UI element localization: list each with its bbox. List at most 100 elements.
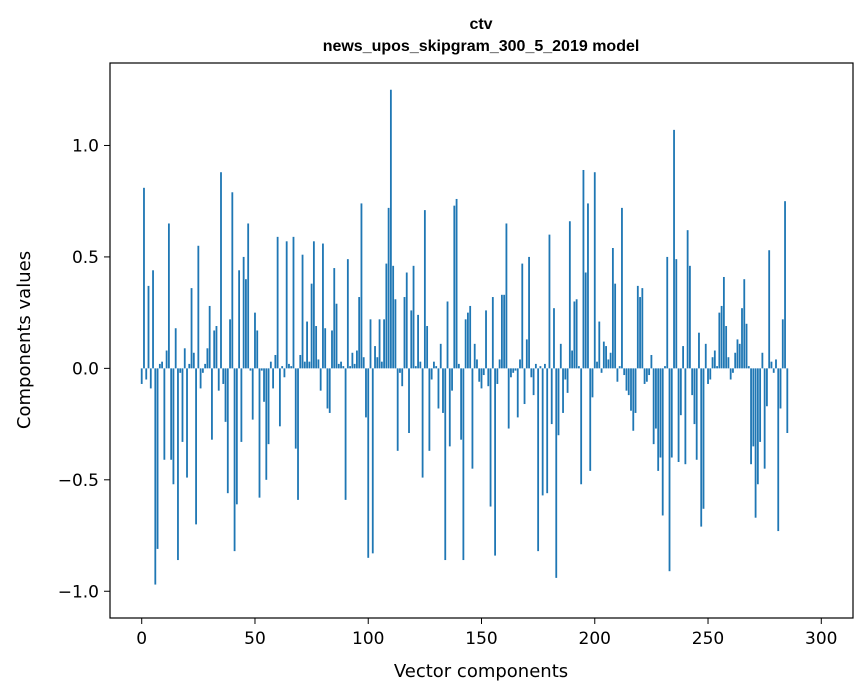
bar-184	[557, 368, 560, 436]
bar-268	[747, 366, 750, 369]
bar-238	[679, 368, 682, 416]
bar-94	[353, 363, 356, 369]
bar-193	[578, 366, 580, 369]
bar-36	[222, 368, 225, 384]
bar-275	[763, 368, 766, 469]
bar-262	[734, 352, 737, 369]
bar-197	[587, 203, 589, 369]
bar-66	[290, 366, 293, 369]
bar-130	[435, 366, 438, 369]
bar-248	[702, 368, 705, 509]
bar-241	[686, 230, 689, 369]
bar-183	[555, 368, 558, 578]
bar-108	[385, 263, 388, 369]
bar-80	[322, 243, 324, 369]
bar-92	[349, 366, 352, 369]
bar-87	[337, 363, 340, 369]
bar-185	[559, 343, 562, 369]
bar-143	[464, 319, 467, 369]
y-axis-label: Components values	[14, 251, 35, 429]
bar-57	[269, 361, 272, 369]
bar-79	[319, 368, 322, 391]
bar-150	[480, 368, 483, 389]
bar-269	[750, 368, 752, 465]
bar-237	[677, 368, 680, 462]
bar-215	[627, 368, 630, 396]
bar-146	[471, 368, 474, 469]
bar-170	[525, 339, 528, 369]
bar-231	[664, 366, 666, 369]
bar-132	[439, 343, 442, 369]
bar-118	[408, 368, 410, 433]
bar-278	[770, 361, 773, 369]
bar-177	[541, 368, 544, 496]
bar-12	[167, 223, 170, 369]
bar-5	[152, 270, 154, 369]
bar-169	[523, 368, 526, 405]
bar-168	[521, 263, 524, 369]
bar-14	[172, 368, 175, 485]
bar-81	[324, 328, 327, 369]
bar-107	[383, 319, 385, 369]
bar-209	[614, 283, 617, 369]
bar-60	[276, 236, 279, 369]
x-tick-label: 50	[244, 629, 266, 649]
bar-161	[505, 223, 508, 369]
bar-110	[389, 89, 392, 369]
bar-84	[331, 330, 333, 369]
bar-55	[265, 368, 268, 480]
y-axis-ticks: −1.0 −0.5 0.0 0.5 1.0	[58, 136, 110, 602]
bar-244	[693, 368, 696, 425]
bar-4	[149, 368, 152, 389]
bar-225	[650, 354, 653, 369]
bar-253	[713, 350, 716, 369]
bar-33	[215, 326, 218, 369]
y-tick-label: −0.5	[58, 471, 99, 491]
bar-202	[598, 321, 601, 369]
bar-137	[451, 368, 453, 391]
bar-212	[621, 207, 623, 369]
bar-72	[303, 361, 306, 369]
bar-273	[759, 368, 762, 442]
bar-194	[580, 368, 583, 485]
bar-235	[673, 129, 675, 369]
bar-64	[285, 241, 288, 369]
bar-158	[498, 359, 501, 369]
bar-77	[315, 326, 318, 369]
bars-group	[140, 89, 789, 585]
bar-164	[512, 368, 515, 373]
bar-232	[666, 256, 669, 369]
bar-160	[503, 294, 506, 369]
bar-144	[467, 312, 469, 369]
bar-140	[457, 363, 460, 369]
bar-219	[636, 285, 639, 369]
bar-56	[267, 368, 270, 445]
bar-62	[281, 366, 284, 369]
bar-165	[514, 368, 517, 371]
bar-121	[414, 366, 417, 369]
bar-267	[745, 323, 748, 369]
bar-198	[589, 368, 592, 471]
y-tick-label: 0.5	[72, 248, 99, 268]
bar-266	[743, 279, 746, 369]
bar-227	[655, 368, 657, 429]
bar-51	[256, 330, 259, 369]
bar-40	[231, 192, 234, 369]
bar-192	[575, 299, 578, 369]
bar-18	[181, 368, 184, 442]
bar-59	[274, 354, 277, 369]
bar-24	[195, 368, 197, 525]
bar-29	[206, 348, 209, 369]
bar-222	[643, 368, 646, 384]
bar-174	[534, 363, 537, 369]
bar-276	[766, 368, 768, 407]
bar-46	[245, 279, 247, 369]
bar-129	[433, 361, 435, 369]
bar-99	[365, 368, 367, 418]
bar-28	[204, 363, 207, 369]
bar-43	[238, 270, 241, 369]
bar-234	[670, 368, 673, 458]
bar-20	[186, 368, 188, 478]
x-tick-label: 300	[805, 629, 837, 649]
